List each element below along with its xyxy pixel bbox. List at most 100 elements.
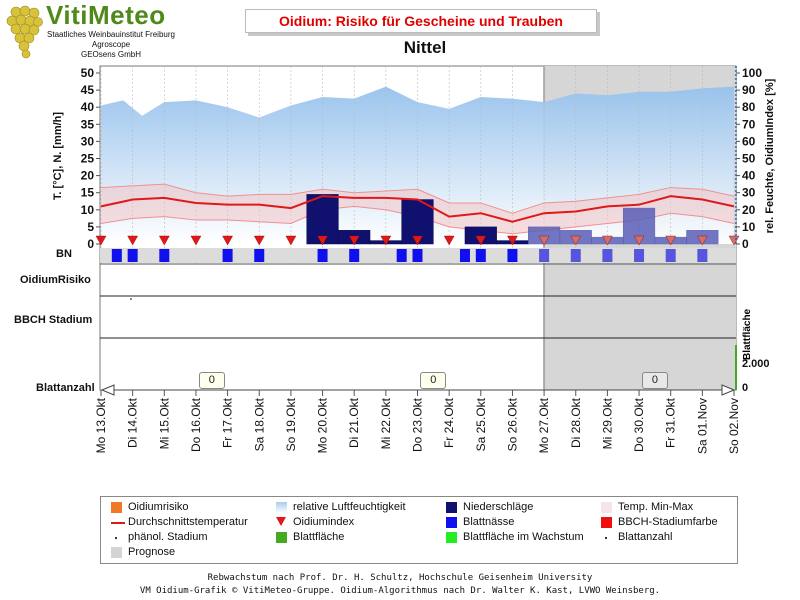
oidium-index-marker <box>570 235 582 246</box>
left-tick-label: 25 <box>81 152 95 166</box>
right-axis-label: rel. Feuchte, OidiumIndex [%] <box>764 78 776 234</box>
x-tick-label: Mi 29.Okt <box>600 397 614 449</box>
legend: Oidiumrisiko relative Luftfeuchtigkeit Nie… <box>100 496 738 564</box>
leaf-wetness-mark <box>475 249 486 262</box>
legend-swatch <box>446 517 457 528</box>
legend-swatch <box>111 547 122 558</box>
x-tick-label: Mo 27.Okt <box>537 397 551 453</box>
x-tick-label: Sa 01.Nov <box>695 398 709 454</box>
chart-title: Oidium: Risiko für Gescheine und Trauben <box>279 13 563 29</box>
x-tick-label: Do 16.Okt <box>189 397 203 452</box>
legend-label: Blattnässe <box>463 516 515 528</box>
oidium-index-marker <box>443 235 455 246</box>
leaf-wetness-mark <box>111 249 122 262</box>
x-tick-label: Mi 15.Okt <box>157 397 171 449</box>
x-tick-label: Di 14.Okt <box>126 397 140 448</box>
grape-icon <box>6 5 43 59</box>
left-tick-label: 50 <box>81 66 95 80</box>
precipitation-bar <box>306 194 339 245</box>
oidium-index-marker <box>665 235 677 246</box>
location-name: Nittel <box>403 38 447 57</box>
x-tick-label: Mi 22.Okt <box>379 397 393 449</box>
right-tick-label: 80 <box>742 100 756 114</box>
oidium-index-marker <box>127 235 138 246</box>
oidium-index-marker <box>253 235 265 246</box>
logo-line-2: Agroscope <box>91 40 131 49</box>
right-tick-label: 90 <box>742 83 756 97</box>
leaf-wetness-mark <box>459 249 470 262</box>
leaf-wetness-mark <box>634 249 645 262</box>
legend-label: Oidiumindex <box>293 516 355 528</box>
logo-line-3: GEOsens GmbH <box>80 50 141 59</box>
x-tick-label: Mo 20.Okt <box>316 397 330 453</box>
leaf-area-tick-label: 2.000 <box>742 358 770 370</box>
oidium-index-marker <box>95 235 107 246</box>
legend-label: Durchschnittstemperatur <box>128 516 248 528</box>
oidium-index-marker <box>285 235 297 246</box>
leaf-wetness-mark <box>539 249 550 262</box>
leaf-wetness-mark <box>349 249 360 262</box>
legend-line-swatch <box>111 522 125 524</box>
leaf-wetness-mark <box>317 249 328 262</box>
arrow-right-icon <box>721 384 736 396</box>
arrow-left-icon <box>100 384 115 396</box>
x-tick-label: Di 21.Okt <box>347 397 361 448</box>
legend-label: BBCH-Stadiumfarbe <box>618 516 718 528</box>
oidium-index-marker <box>190 235 202 246</box>
leaf-wetness-mark <box>570 249 581 262</box>
left-tick-label: 15 <box>81 186 95 200</box>
x-tick-label: Fr 31.Okt <box>664 397 678 448</box>
footer-line-1: Rebwachstum nach Prof. Dr. H. Schultz, H… <box>207 573 593 583</box>
leaf-wetness-mark <box>254 249 265 262</box>
oidium-index-marker <box>380 235 392 246</box>
triangle-down-icon <box>276 517 286 526</box>
oidium-index-marker <box>697 235 708 246</box>
leaf-wetness-mark <box>396 249 407 262</box>
legend-label: phänol. Stadium <box>128 531 208 543</box>
oidium-index-marker <box>317 235 328 246</box>
left-tick-label: 10 <box>81 203 95 217</box>
footer-line-2: VM Oidium-Grafik © VitiMeteo-Gruppe. Oid… <box>139 586 661 596</box>
legend-dot <box>605 537 607 539</box>
logo: VitiMeteo Staatliches Weinbauinstitut Fr… <box>0 0 190 62</box>
legend-swatch <box>276 502 287 513</box>
legend-swatch <box>446 502 457 513</box>
leaf-count-badge: 0 <box>420 372 447 389</box>
leaf-count-badge: 0 <box>641 372 668 389</box>
x-tick-label: Sa 25.Okt <box>474 397 488 451</box>
legend-dot <box>115 537 117 539</box>
legend-label: Temp. Min-Max <box>618 501 694 513</box>
right-tick-label: 100 <box>742 66 762 80</box>
x-tick-label: So 02.Nov <box>727 398 741 454</box>
leaf-wetness-mark <box>507 249 518 262</box>
leaf-wetness-mark <box>127 249 138 262</box>
oidium-index-marker <box>633 235 645 246</box>
phenology-dot <box>130 298 132 300</box>
right-tick-label: 30 <box>742 186 756 200</box>
legend-label: Blattfläche <box>293 531 345 543</box>
leaf-wetness-mark <box>412 249 423 262</box>
left-tick-label: 35 <box>81 117 95 131</box>
legend-label: Blattanzahl <box>618 531 673 543</box>
oidium-index-marker <box>222 235 233 246</box>
legend-swatch <box>601 517 612 528</box>
right-tick-label: 20 <box>742 203 756 217</box>
leaf-area-tick-label: 0 <box>742 382 748 394</box>
title-box: Oidium: Risiko für Gescheine und Trauben <box>245 9 597 33</box>
x-tick-label: Do 30.Okt <box>632 397 646 452</box>
left-axis-label: T. [°C], N. [mm/h] <box>52 111 64 201</box>
row-label-bn: BN <box>56 248 72 260</box>
legend-label: Blattfläche im Wachstum <box>463 531 584 543</box>
leaf-wetness-mark <box>602 249 613 262</box>
left-tick-label: 0 <box>87 237 94 251</box>
x-tick-label: Sa 18.Okt <box>252 397 266 451</box>
x-tick-label: Fr 17.Okt <box>221 397 235 448</box>
right-tick-label: 40 <box>742 169 756 183</box>
row-label-leaves: Blattanzahl <box>36 382 95 394</box>
oidium-index-marker <box>348 235 360 246</box>
legend-label: relative Luftfeuchtigkeit <box>293 501 406 513</box>
leaf-wetness-mark <box>665 249 676 262</box>
legend-label: Prognose <box>128 546 176 558</box>
leaf-count-badge: 0 <box>198 372 225 389</box>
